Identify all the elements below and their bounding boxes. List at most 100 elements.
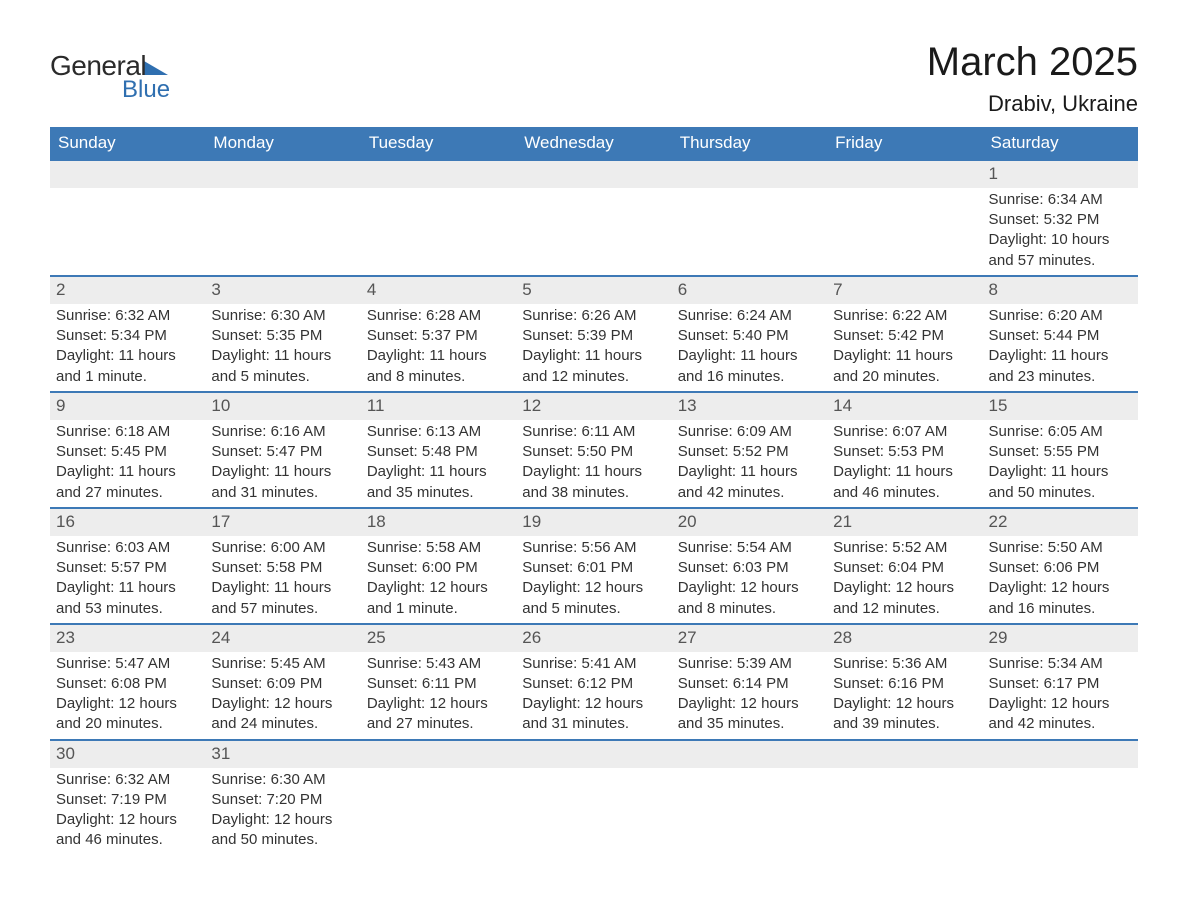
sunset-text: Sunset: 6:11 PM [367, 674, 510, 694]
data-row: Sunrise: 6:03 AMSunset: 5:57 PMDaylight:… [50, 536, 1138, 624]
logo-triangle-icon [144, 61, 168, 75]
sunrise-text: Sunrise: 5:41 AM [522, 654, 665, 674]
sunset-text: Sunset: 6:04 PM [833, 558, 976, 578]
daylight-line2: and 1 minute. [56, 367, 199, 387]
day-number: 17 [211, 512, 230, 531]
sunrise-text: Sunrise: 6:32 AM [56, 306, 199, 326]
sunset-text: Sunset: 5:48 PM [367, 442, 510, 462]
day-data-cell: Sunrise: 6:07 AMSunset: 5:53 PMDaylight:… [827, 420, 982, 508]
day-data-cell: Sunrise: 5:56 AMSunset: 6:01 PMDaylight:… [516, 536, 671, 624]
sunset-text: Sunset: 7:20 PM [211, 790, 354, 810]
sunset-text: Sunset: 6:14 PM [678, 674, 821, 694]
sunrise-text: Sunrise: 5:36 AM [833, 654, 976, 674]
sunrise-text: Sunrise: 6:30 AM [211, 306, 354, 326]
day-data-cell: Sunrise: 6:32 AMSunset: 7:19 PMDaylight:… [50, 768, 205, 855]
day-number: 28 [833, 628, 852, 647]
day-number-cell: 19 [516, 508, 671, 536]
daylight-line1: Daylight: 12 hours [522, 694, 665, 714]
sunset-text: Sunset: 5:37 PM [367, 326, 510, 346]
daylight-line2: and 57 minutes. [211, 599, 354, 619]
day-data-cell: Sunrise: 6:16 AMSunset: 5:47 PMDaylight:… [205, 420, 360, 508]
daylight-line2: and 8 minutes. [367, 367, 510, 387]
day-number: 20 [678, 512, 697, 531]
day-number-cell: 13 [672, 392, 827, 420]
day-number-cell [672, 160, 827, 188]
day-data-cell: Sunrise: 5:47 AMSunset: 6:08 PMDaylight:… [50, 652, 205, 740]
sunrise-text: Sunrise: 6:03 AM [56, 538, 199, 558]
day-number-cell: 12 [516, 392, 671, 420]
day-number-cell [516, 740, 671, 768]
sunrise-text: Sunrise: 6:16 AM [211, 422, 354, 442]
sunrise-text: Sunrise: 6:13 AM [367, 422, 510, 442]
day-number-cell: 3 [205, 276, 360, 304]
day-data-cell: Sunrise: 6:18 AMSunset: 5:45 PMDaylight:… [50, 420, 205, 508]
day-number-cell: 27 [672, 624, 827, 652]
day-number-cell [827, 740, 982, 768]
sunset-text: Sunset: 5:32 PM [989, 210, 1132, 230]
day-data-cell: Sunrise: 5:34 AMSunset: 6:17 PMDaylight:… [983, 652, 1138, 740]
daylight-line1: Daylight: 12 hours [367, 578, 510, 598]
sunset-text: Sunset: 5:35 PM [211, 326, 354, 346]
day-data-cell [827, 188, 982, 276]
daylight-line1: Daylight: 11 hours [522, 462, 665, 482]
sunset-text: Sunset: 5:45 PM [56, 442, 199, 462]
daylight-line2: and 50 minutes. [989, 483, 1132, 503]
day-data-cell: Sunrise: 6:03 AMSunset: 5:57 PMDaylight:… [50, 536, 205, 624]
weekday-header: Tuesday [361, 127, 516, 160]
sunset-text: Sunset: 6:06 PM [989, 558, 1132, 578]
daylight-line1: Daylight: 11 hours [367, 346, 510, 366]
day-number: 12 [522, 396, 541, 415]
daylight-line1: Daylight: 12 hours [56, 694, 199, 714]
sunset-text: Sunset: 6:09 PM [211, 674, 354, 694]
day-number: 23 [56, 628, 75, 647]
day-number: 14 [833, 396, 852, 415]
sunset-text: Sunset: 6:17 PM [989, 674, 1132, 694]
day-number-cell: 18 [361, 508, 516, 536]
daylight-line1: Daylight: 12 hours [522, 578, 665, 598]
day-data-cell: Sunrise: 6:09 AMSunset: 5:52 PMDaylight:… [672, 420, 827, 508]
day-number: 25 [367, 628, 386, 647]
day-number-cell [827, 160, 982, 188]
weekday-header: Monday [205, 127, 360, 160]
sunset-text: Sunset: 5:42 PM [833, 326, 976, 346]
daylight-line1: Daylight: 12 hours [833, 694, 976, 714]
daylight-line1: Daylight: 12 hours [56, 810, 199, 830]
day-number-cell [361, 160, 516, 188]
daylight-line1: Daylight: 12 hours [211, 694, 354, 714]
sunset-text: Sunset: 5:44 PM [989, 326, 1132, 346]
day-number-cell: 15 [983, 392, 1138, 420]
sunrise-text: Sunrise: 5:47 AM [56, 654, 199, 674]
sunrise-text: Sunrise: 5:58 AM [367, 538, 510, 558]
daylight-line2: and 42 minutes. [678, 483, 821, 503]
day-number-cell: 24 [205, 624, 360, 652]
day-number-cell: 16 [50, 508, 205, 536]
daylight-line2: and 35 minutes. [367, 483, 510, 503]
weekday-header: Wednesday [516, 127, 671, 160]
day-number: 31 [211, 744, 230, 763]
weekday-header: Thursday [672, 127, 827, 160]
logo: General Blue [50, 50, 170, 104]
daylight-line2: and 46 minutes. [56, 830, 199, 850]
daylight-line2: and 1 minute. [367, 599, 510, 619]
daylight-line1: Daylight: 11 hours [367, 462, 510, 482]
day-number-cell: 23 [50, 624, 205, 652]
day-number: 29 [989, 628, 1008, 647]
day-data-cell: Sunrise: 6:24 AMSunset: 5:40 PMDaylight:… [672, 304, 827, 392]
sunrise-text: Sunrise: 6:34 AM [989, 190, 1132, 210]
daylight-line1: Daylight: 11 hours [833, 462, 976, 482]
day-number-cell: 8 [983, 276, 1138, 304]
daylight-line2: and 12 minutes. [522, 367, 665, 387]
daylight-line2: and 20 minutes. [56, 714, 199, 734]
day-number-cell: 31 [205, 740, 360, 768]
page-title: March 2025 [927, 40, 1138, 85]
day-number: 8 [989, 280, 998, 299]
day-number-cell: 20 [672, 508, 827, 536]
day-number: 10 [211, 396, 230, 415]
daynum-row: 9101112131415 [50, 392, 1138, 420]
day-data-cell: Sunrise: 5:58 AMSunset: 6:00 PMDaylight:… [361, 536, 516, 624]
sunrise-text: Sunrise: 6:11 AM [522, 422, 665, 442]
day-data-cell [516, 768, 671, 855]
sunrise-text: Sunrise: 5:54 AM [678, 538, 821, 558]
day-data-cell [827, 768, 982, 855]
day-number: 22 [989, 512, 1008, 531]
